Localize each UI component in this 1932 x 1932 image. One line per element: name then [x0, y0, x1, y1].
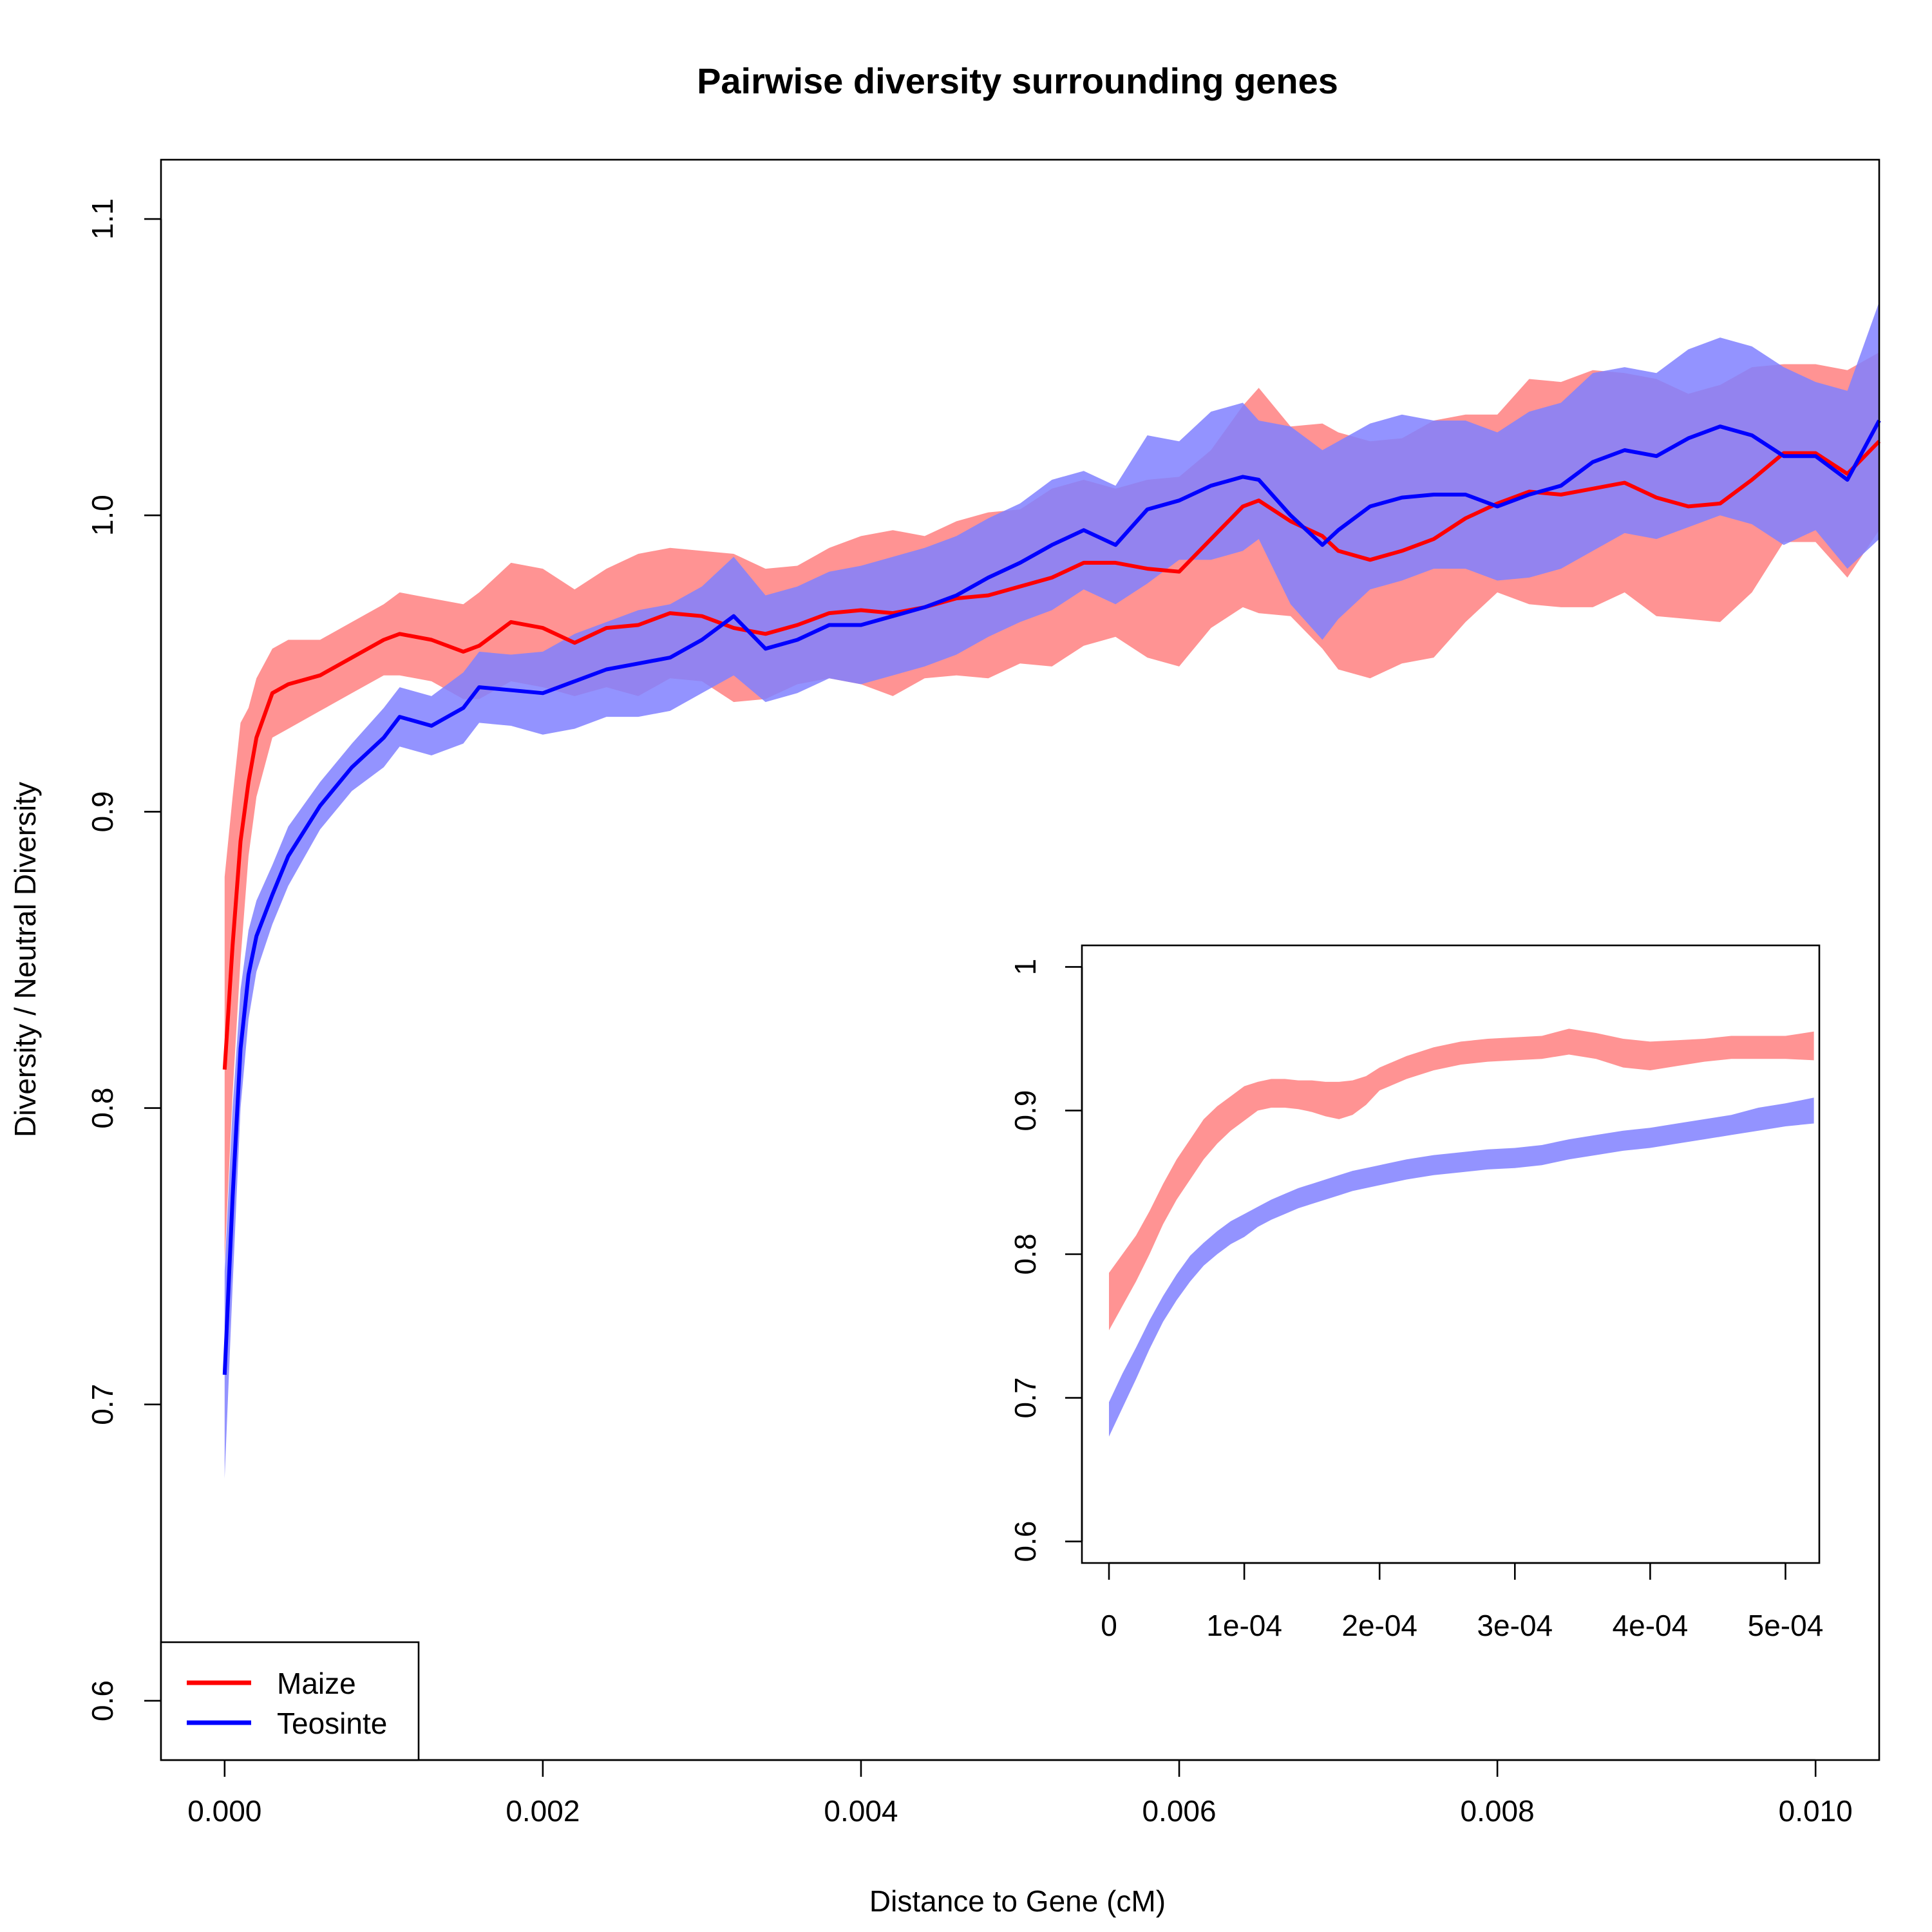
main-x-tick-label: 0.000	[187, 1794, 261, 1828]
main-y-tick-label: 1.0	[86, 495, 119, 536]
inset-y-tick-label: 0.9	[1009, 1090, 1042, 1132]
main-x-tick-label: 0.008	[1461, 1794, 1535, 1828]
x-axis-label: Distance to Gene (cM)	[869, 1884, 1166, 1918]
main-y-tick-label: 1.1	[86, 198, 119, 240]
inset-y-tick-label: 0.6	[1009, 1521, 1042, 1562]
main-bands	[224, 301, 1879, 1479]
y-axis-label: Diversity / Neutral Diversity	[8, 782, 42, 1137]
inset-x-tick-label: 1e-04	[1206, 1609, 1282, 1642]
inset-x-tick-label: 2e-04	[1341, 1609, 1417, 1642]
main-line-maize	[222, 440, 1881, 1070]
legend-box	[160, 1641, 420, 1761]
inset-y-axis: 0.6 0.7 0.8 0.9 1	[1009, 959, 1083, 1562]
legend: Maize Teosinte	[160, 1641, 420, 1761]
inset-x-tick-label: 3e-04	[1477, 1609, 1553, 1642]
main-plot-area: 0.000 0.002 0.004 0.006 0.008 0.010 0.6 0.7 0.8…	[86, 158, 1881, 1828]
chart-title: Pairwise diversity surrounding genes	[697, 61, 1338, 101]
main-x-tick-label: 0.006	[1142, 1794, 1216, 1828]
main-x-tick-label: 0.002	[506, 1794, 580, 1828]
main-x-axis: 0.000 0.002 0.004 0.006 0.008 0.010	[187, 1759, 1853, 1828]
inset-band-maize	[1109, 1028, 1814, 1331]
inset-x-tick-label: 4e-04	[1613, 1609, 1689, 1642]
main-y-axis: 0.6 0.7 0.8 0.9 1.0 1.1	[86, 198, 162, 1721]
main-line-teosinte	[222, 419, 1881, 1375]
main-lines	[222, 419, 1881, 1375]
inset-plot-area: 0 1e-04 2e-04 3e-04 4e-04 5e-04 0.6 0.7 0.8 0.9 1	[1009, 944, 1824, 1642]
inset-y-tick-label: 0.8	[1009, 1234, 1042, 1275]
inset-x-tick-label: 0	[1101, 1609, 1117, 1642]
legend-label-teosinte: Teosinte	[277, 1707, 387, 1740]
inset-y-tick-label: 1	[1009, 959, 1042, 976]
inset-x-tick-label: 5e-04	[1748, 1609, 1824, 1642]
main-y-tick-label: 0.9	[86, 791, 119, 832]
main-y-tick-label: 0.6	[86, 1680, 119, 1721]
legend-label-maize: Maize	[277, 1667, 356, 1700]
main-band-maize	[224, 352, 1879, 1262]
main-band-teosinte	[224, 301, 1879, 1479]
inset-x-axis: 0 1e-04 2e-04 3e-04 4e-04 5e-04	[1101, 1562, 1824, 1642]
inset-bands	[1109, 1028, 1814, 1437]
main-y-tick-label: 0.7	[86, 1384, 119, 1425]
main-x-tick-label: 0.004	[824, 1794, 898, 1828]
inset-y-tick-label: 0.7	[1009, 1378, 1042, 1419]
main-y-tick-label: 0.8	[86, 1088, 119, 1129]
inset-band-teosinte	[1109, 1097, 1814, 1437]
main-x-tick-label: 0.010	[1779, 1794, 1853, 1828]
